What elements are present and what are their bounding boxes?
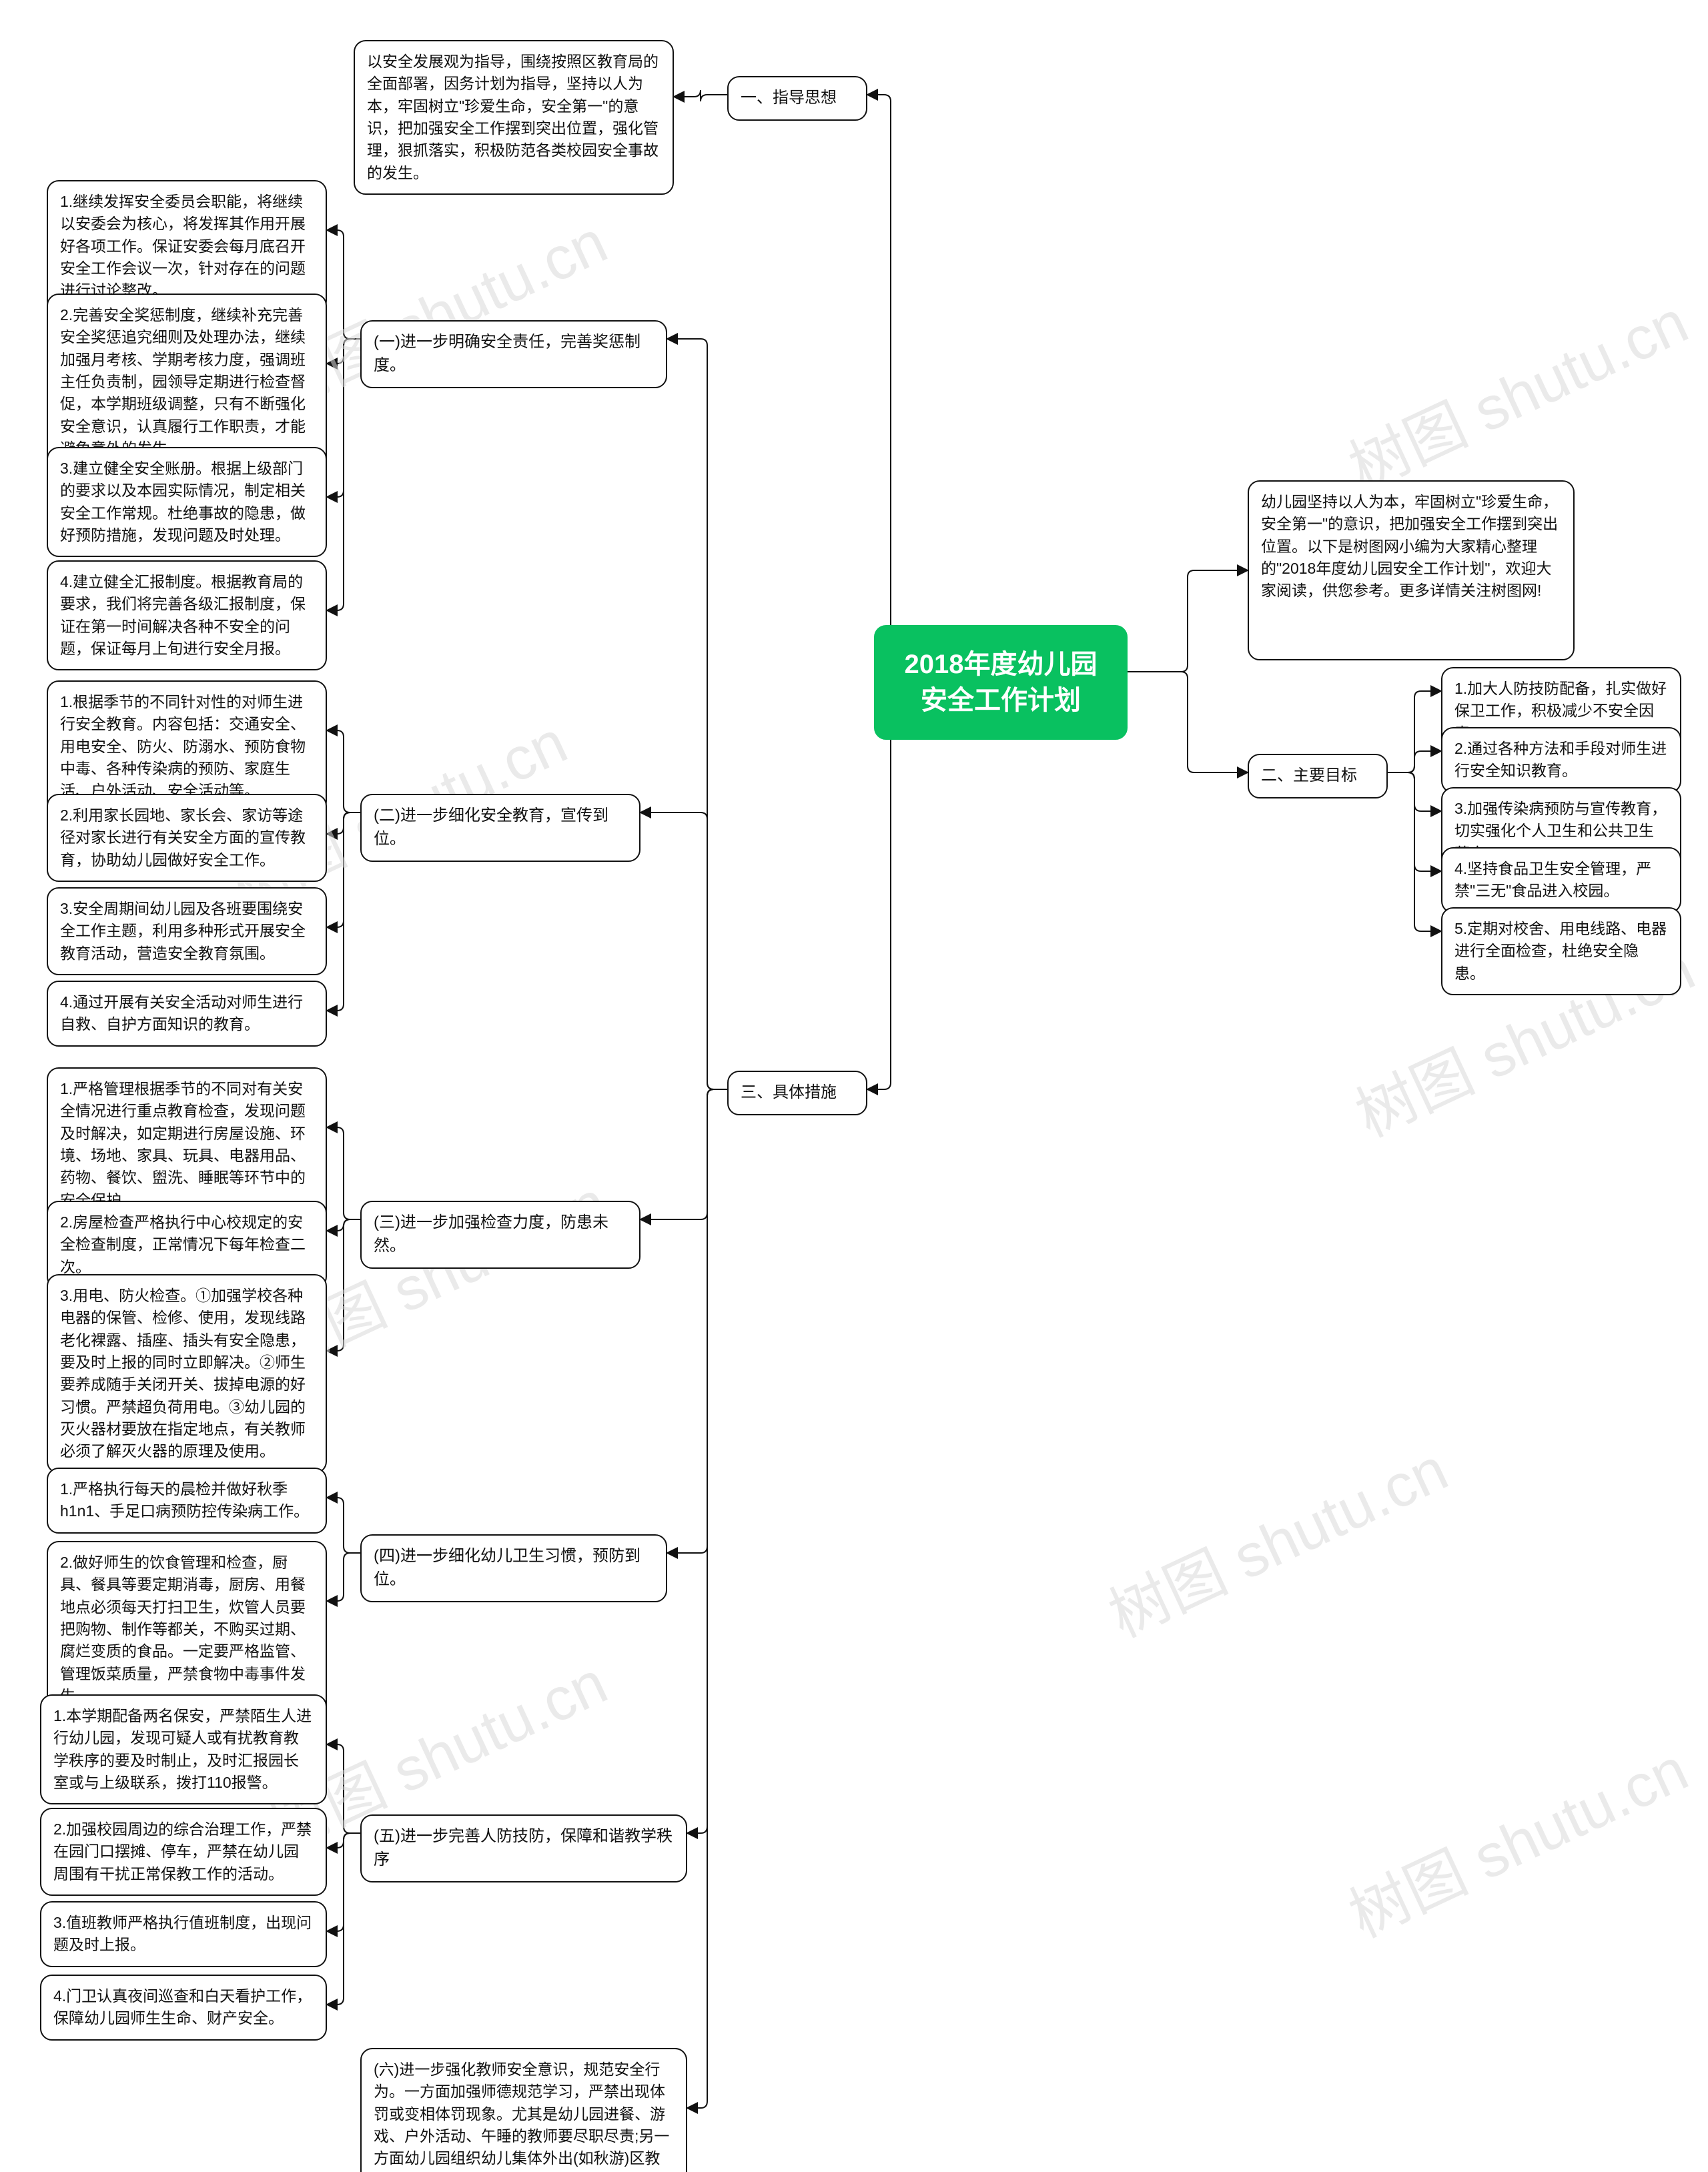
goal-item-4: 4.坚持食品卫生安全管理，严禁"三无"食品进入校园。 bbox=[1441, 847, 1681, 913]
measure-4: (四)进一步细化幼儿卫生习惯，预防到位。 bbox=[360, 1534, 667, 1602]
measure-5: (五)进一步完善人防技防，保障和谐教学秩序 bbox=[360, 1814, 687, 1882]
measure-1-item-2: 2.完善安全奖惩制度，继续补充完善安全奖惩追究细则及处理办法，继续加强月考核、学… bbox=[47, 294, 327, 470]
intro-paragraph: 幼儿园坚持以人为本，牢固树立"珍爱生命，安全第一"的意识，把加强安全工作摆到突出… bbox=[1248, 480, 1575, 660]
measure-5-item-4: 4.门卫认真夜间巡查和白天看护工作，保障幼儿园师生生命、财产安全。 bbox=[40, 1975, 327, 2041]
root-node: 2018年度幼儿园安全工作计划 bbox=[874, 625, 1128, 740]
measure-2-item-1: 1.根据季节的不同针对性的对师生进行安全教育。内容包括：交通安全、用电安全、防火… bbox=[47, 680, 327, 813]
measure-2-item-3: 3.安全周期间幼儿园及各班要围绕安全工作主题，利用多种形式开展安全教育活动，营造… bbox=[47, 887, 327, 975]
measure-1: (一)进一步明确安全责任，完善奖惩制度。 bbox=[360, 320, 667, 388]
measure-1-item-3: 3.建立健全安全账册。根据上级部门的要求以及本园实际情况，制定相关安全工作常规。… bbox=[47, 447, 327, 557]
mindmap-canvas: 树图 shutu.cn树图 shutu.cn树图 shutu.cn树图 shut… bbox=[0, 0, 1708, 2172]
measure-5-item-1: 1.本学期配备两名保安，严禁陌生人进行幼儿园，发现可疑人或有扰教育教学秩序的要及… bbox=[40, 1694, 327, 1804]
measure-4-item-2: 2.做好师生的饮食管理和检查，厨具、餐具等要定期消毒，厨房、用餐地点必须每天打扫… bbox=[47, 1541, 327, 1718]
goal-item-5: 5.定期对校舍、用电线路、电器进行全面检查，杜绝安全隐患。 bbox=[1441, 907, 1681, 995]
measure-5-item-3: 3.值班教师严格执行值班制度，出现问题及时上报。 bbox=[40, 1901, 327, 1967]
measure-2-item-2: 2.利用家长园地、家长会、家访等途径对家长进行有关安全方面的宣传教育，协助幼儿园… bbox=[47, 794, 327, 882]
measure-3-item-3: 3.用电、防火检查。①加强学校各种电器的保管、检修、使用，发现线路老化裸露、插座… bbox=[47, 1274, 327, 1474]
watermark: 树图 shutu.cn bbox=[1333, 274, 1699, 506]
watermark: 树图 shutu.cn bbox=[1093, 1422, 1459, 1654]
branch-measures: 三、具体措施 bbox=[727, 1071, 867, 1115]
branch-guiding-thought: 一、指导思想 bbox=[727, 76, 867, 121]
watermark: 树图 shutu.cn bbox=[1333, 1722, 1699, 1954]
measure-5-item-2: 2.加强校园周边的综合治理工作，严禁在园门口摆摊、停车，严禁在幼儿园周围有干扰正… bbox=[40, 1808, 327, 1896]
measure-2-item-4: 4.通过开展有关安全活动对师生进行自救、自护方面知识的教育。 bbox=[47, 981, 327, 1047]
measure-1-item-1: 1.继续发挥安全委员会职能，将继续以安委会为核心，将发挥其作用开展好各项工作。保… bbox=[47, 180, 327, 313]
branch-main-goals: 二、主要目标 bbox=[1248, 754, 1388, 798]
measure-4-item-1: 1.严格执行每天的晨检并做好秋季h1n1、手足口病预防控传染病工作。 bbox=[47, 1468, 327, 1534]
detail-guiding-thought: 以安全发展观为指导，围绕按照区教育局的全面部署，因务计划为指导，坚持以人为本，牢… bbox=[354, 40, 674, 195]
measure-6: (六)进一步强化教师安全意识，规范安全行为。一方面加强师德规范学习，严禁出现体罚… bbox=[360, 2048, 687, 2172]
goal-item-2: 2.通过各种方法和手段对师生进行安全知识教育。 bbox=[1441, 727, 1681, 793]
measure-3: (三)进一步加强检查力度，防患未然。 bbox=[360, 1201, 640, 1269]
measure-3-item-1: 1.严格管理根据季节的不同对有关安全情况进行重点教育检查，发现问题及时解决，如定… bbox=[47, 1067, 327, 1222]
measure-2: (二)进一步细化安全教育，宣传到位。 bbox=[360, 794, 640, 862]
measure-1-item-4: 4.建立健全汇报制度。根据教育局的要求，我们将完善各级汇报制度，保证在第一时间解… bbox=[47, 560, 327, 670]
